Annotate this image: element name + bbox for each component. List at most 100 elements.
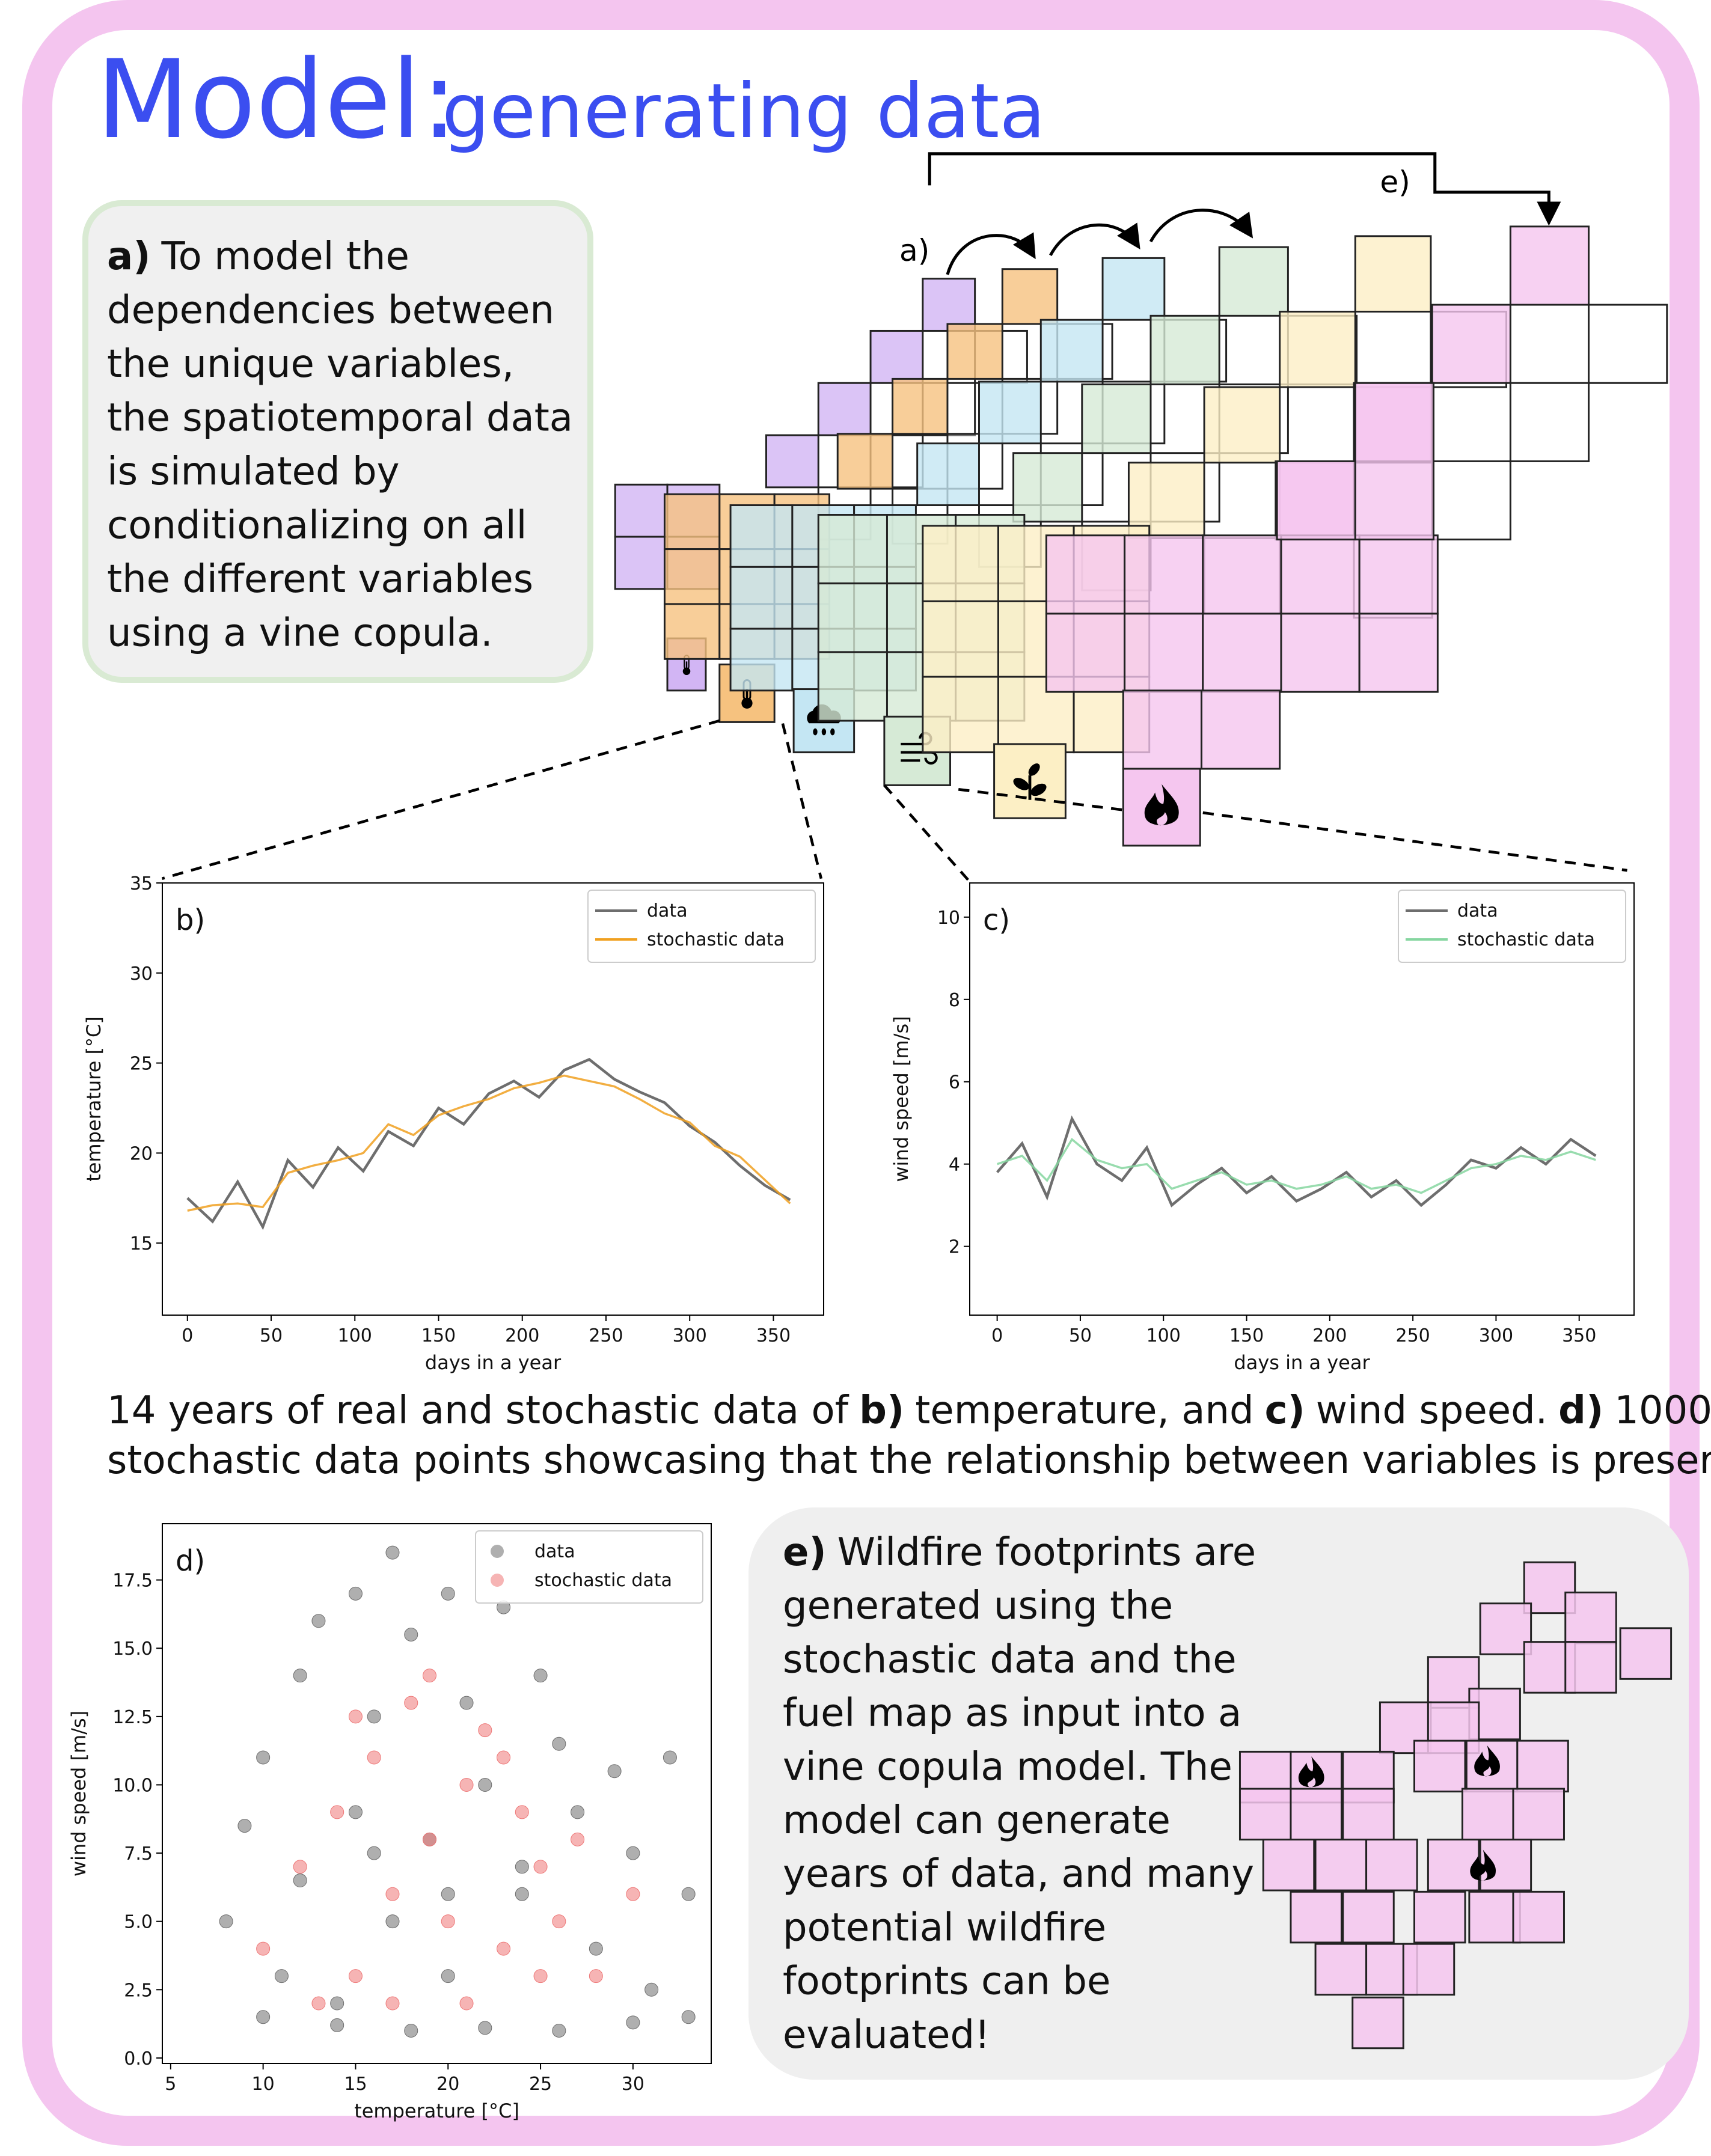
scatter-point xyxy=(589,1942,602,1955)
vine-cell xyxy=(766,435,818,487)
footprint-cell xyxy=(1517,1741,1569,1792)
panel-label: a) xyxy=(107,234,150,279)
x-axis-label: days in a year xyxy=(425,1351,562,1374)
vine-cell xyxy=(1203,536,1281,614)
scatter-point xyxy=(571,1833,584,1846)
panel-e-line: potential wildfire xyxy=(783,1905,1106,1950)
y-tick-label: 7.5 xyxy=(124,1843,153,1864)
vine-cell xyxy=(837,434,892,489)
y-axis-label: temperature [°C] xyxy=(82,1016,105,1182)
vine-cell xyxy=(1082,385,1151,453)
scatter-point xyxy=(441,1915,455,1928)
scatter-point xyxy=(331,1997,344,2010)
vine-cell xyxy=(1125,536,1203,614)
scatter-point xyxy=(441,1587,455,1600)
vine-cell xyxy=(871,331,923,383)
panel-label: d) xyxy=(176,1544,205,1578)
title: Model: xyxy=(96,37,458,163)
vine-cell xyxy=(1103,258,1165,320)
x-tick-label: 100 xyxy=(1146,1325,1181,1346)
scatter-point xyxy=(423,1669,436,1682)
vine-cell xyxy=(917,444,979,505)
line-text: potential wildfire xyxy=(783,1905,1106,1950)
footprint-cell xyxy=(1428,1840,1479,1891)
diagram-label: a) xyxy=(899,233,929,268)
legend-box xyxy=(476,1531,703,1603)
panel-a-line: dependencies between xyxy=(107,289,554,333)
footprint-cell xyxy=(1513,1789,1564,1840)
vine-cell xyxy=(1432,461,1510,539)
caption-part: b) xyxy=(859,1388,904,1433)
scatter-point xyxy=(293,1860,307,1874)
legend-label: data xyxy=(534,1541,575,1562)
footprint-cell xyxy=(1513,1892,1564,1943)
scatter-point xyxy=(589,1970,602,1983)
line-text: To model the xyxy=(161,234,409,279)
y-tick-label: 25 xyxy=(130,1054,153,1075)
vine-cell xyxy=(1151,316,1219,384)
vine-cell xyxy=(1123,691,1201,769)
x-tick-label: 10 xyxy=(252,2074,275,2095)
x-tick-label: 150 xyxy=(1229,1325,1264,1346)
legend-label: data xyxy=(647,900,688,921)
vine-cell xyxy=(818,515,887,584)
panel-e-line: model can generate xyxy=(783,1798,1171,1843)
scatter-point xyxy=(534,1860,547,1874)
vine-cell xyxy=(818,383,871,435)
line-text: model can generate xyxy=(783,1798,1171,1843)
scatter-point xyxy=(571,1806,584,1819)
scatter-point xyxy=(293,1669,307,1682)
x-tick-label: 50 xyxy=(1069,1325,1092,1346)
y-tick-label: 5.0 xyxy=(124,1912,153,1933)
vine-cell xyxy=(1281,536,1359,614)
panel-label: e) xyxy=(783,1530,827,1575)
scatter-point xyxy=(238,1819,251,1833)
caption-part: 14 years of real and stochastic data of xyxy=(107,1388,849,1433)
scatter-point xyxy=(479,1778,492,1791)
vine-cell xyxy=(1355,383,1433,539)
vine-cell xyxy=(923,601,999,677)
vine-cell xyxy=(1041,320,1103,382)
y-axis-label: wind speed [m/s] xyxy=(890,1016,913,1182)
vine-cell xyxy=(893,379,947,433)
scatter-point xyxy=(405,2024,418,2037)
vine-cell xyxy=(1125,614,1203,692)
footprint-cell xyxy=(1315,1944,1367,1995)
icon-part xyxy=(813,728,817,736)
panel-a-line: the different variables xyxy=(107,557,533,602)
y-tick-label: 17.5 xyxy=(112,1571,153,1592)
legend-label: data xyxy=(1457,900,1498,921)
line-text: years of data, and many xyxy=(783,1852,1254,1896)
footprint-cell xyxy=(1462,1789,1513,1840)
scatter-point xyxy=(386,1997,399,2010)
scatter-point xyxy=(367,1751,381,1764)
vine-cell xyxy=(923,526,999,602)
caption-part: wind speed. xyxy=(1316,1388,1547,1433)
vine-cell xyxy=(1204,387,1280,463)
y-tick-label: 10 xyxy=(937,908,960,929)
panel-e-line: e)Wildfire footprints are xyxy=(783,1530,1256,1575)
scatter-point xyxy=(552,2024,566,2037)
icon-part xyxy=(822,728,826,736)
line-text: the unique variables, xyxy=(107,342,514,386)
y-tick-label: 0.0 xyxy=(124,2048,153,2069)
line-text: is simulated by xyxy=(107,450,399,494)
footprint-cell xyxy=(1240,1789,1291,1840)
vine-cell xyxy=(664,549,719,604)
scatter-point xyxy=(552,1915,566,1928)
subtitle: generating data xyxy=(442,68,1045,155)
x-tick-label: 350 xyxy=(756,1325,791,1346)
panel-e-line: generated using the xyxy=(783,1584,1173,1628)
line-text: footprints can be xyxy=(783,1959,1110,2004)
icon-part xyxy=(686,661,688,670)
scatter-point xyxy=(460,1997,473,2010)
scatter-point xyxy=(682,1887,695,1901)
y-tick-label: 15 xyxy=(130,1233,153,1254)
footprint-cell xyxy=(1315,1840,1367,1891)
vine-cell xyxy=(730,629,792,691)
line-text: generated using the xyxy=(783,1584,1173,1628)
panel-label: c) xyxy=(983,903,1010,937)
footprint-cell xyxy=(1403,1944,1454,1995)
vine-cell xyxy=(818,652,887,721)
vine-cell xyxy=(1203,614,1281,692)
